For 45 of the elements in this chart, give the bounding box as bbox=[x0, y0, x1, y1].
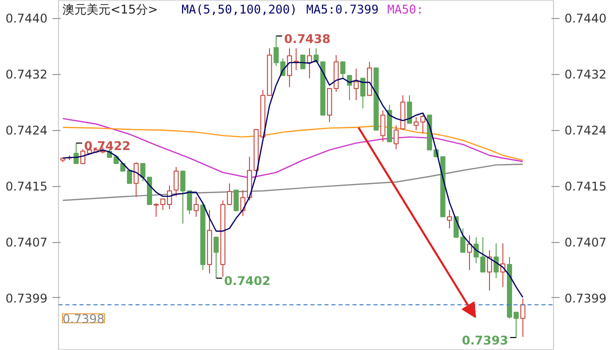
text: 0.7438 bbox=[284, 32, 330, 46]
chart-subtitle: MA(5,50,100,200) bbox=[182, 2, 298, 16]
y2-tick-label: 0.7415 bbox=[564, 180, 606, 194]
text: 0.7393 bbox=[462, 334, 508, 348]
candlestick bbox=[380, 110, 386, 142]
y-tick-label: 0.7424 bbox=[6, 124, 48, 138]
candlestick bbox=[194, 196, 199, 218]
candlestick bbox=[480, 236, 486, 273]
candlestick bbox=[274, 35, 279, 66]
line-series bbox=[62, 125, 524, 161]
y2-tick-label: 0.7424 bbox=[564, 124, 606, 138]
y2-tick-label: 0.7440 bbox=[564, 12, 606, 26]
candlestick bbox=[486, 250, 492, 291]
y-tick-label: 0.7407 bbox=[6, 236, 48, 250]
candlestick bbox=[340, 61, 346, 79]
line-series bbox=[62, 118, 524, 178]
candlestick bbox=[446, 209, 452, 229]
y-tick-label: 0.7415 bbox=[6, 180, 48, 194]
candlestick bbox=[354, 68, 359, 101]
candlestick bbox=[466, 234, 472, 270]
text: MA5:0.7399 bbox=[306, 2, 379, 16]
candlestick bbox=[134, 162, 139, 198]
candlestick bbox=[214, 236, 219, 279]
y2-tick-label: 0.7399 bbox=[564, 291, 606, 306]
y2-tick-label: 0.7432 bbox=[564, 68, 606, 82]
candlestick bbox=[154, 202, 159, 218]
y-tick-label: 0.7399 bbox=[6, 291, 48, 306]
candlestick bbox=[460, 228, 466, 253]
chart-title: 澳元美元<15分> bbox=[62, 2, 158, 16]
candlestick bbox=[394, 124, 399, 150]
candlestick bbox=[360, 78, 366, 109]
candlestick bbox=[520, 298, 526, 338]
text: 0.7402 bbox=[224, 274, 270, 288]
y-tick-label: 0.7440 bbox=[6, 12, 48, 26]
y-tick-label: 0.7432 bbox=[6, 68, 48, 82]
text: MA50: bbox=[387, 2, 424, 16]
candlestick bbox=[406, 94, 412, 124]
candlestick bbox=[300, 54, 306, 70]
candlestick bbox=[420, 114, 426, 134]
candlestick bbox=[414, 116, 419, 131]
y2-tick-label: 0.7407 bbox=[564, 236, 606, 250]
candlestick bbox=[174, 166, 179, 197]
text: 0.7422 bbox=[84, 139, 130, 154]
candlestick bbox=[234, 190, 239, 212]
line-series bbox=[62, 164, 524, 202]
